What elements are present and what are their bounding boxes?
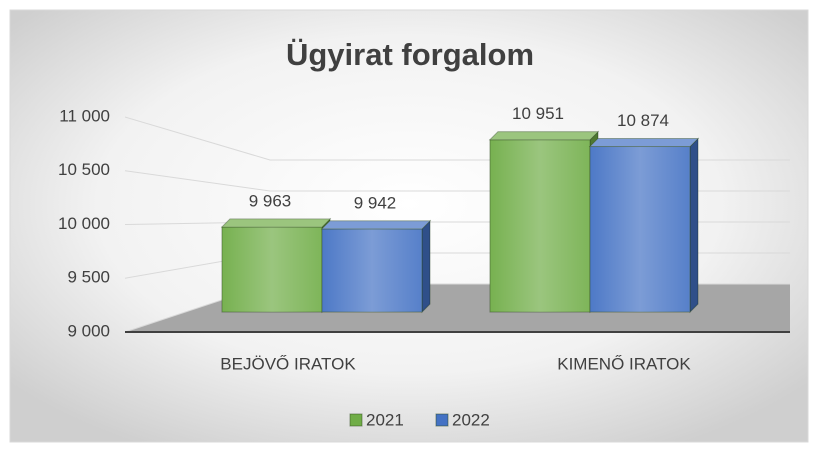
bar-side-shade: [422, 220, 430, 312]
x-tick-label: BEJÖVŐ IRATOK: [220, 354, 356, 373]
x-tick-label: KIMENŐ IRATOK: [557, 354, 691, 373]
y-tick-label: 11 000: [59, 106, 110, 125]
bar-top: [488, 131, 600, 141]
chart-title: Ügyirat forgalom: [286, 37, 534, 72]
y-tick-label: 10 500: [58, 160, 110, 179]
value-label: 10 951: [512, 104, 564, 123]
bar-top: [588, 138, 700, 148]
bar-shine: [222, 226, 322, 312]
legend-swatch: [349, 413, 363, 427]
legend-swatch: [435, 413, 449, 427]
y-tick-label: 9 000: [67, 321, 110, 340]
bar-shine: [590, 146, 690, 312]
value-label: 9 942: [354, 193, 397, 212]
value-label: 10 874: [617, 111, 669, 130]
bar-top-light: [590, 138, 698, 147]
value-label: 9 963: [249, 191, 292, 210]
bar-side-shade: [690, 138, 698, 312]
bar-top: [320, 220, 432, 230]
y-tick-label: 10 000: [58, 214, 110, 233]
legend-label: 2021: [366, 410, 404, 429]
legend-label: 2022: [452, 410, 490, 429]
y-tick-label: 9 500: [67, 268, 110, 287]
bar-top-light: [490, 131, 598, 140]
bar-shine: [490, 139, 590, 312]
bar-top-light: [222, 218, 330, 227]
bar-top-light: [322, 220, 430, 229]
bar-shine: [322, 228, 422, 312]
bar-top: [220, 218, 332, 228]
